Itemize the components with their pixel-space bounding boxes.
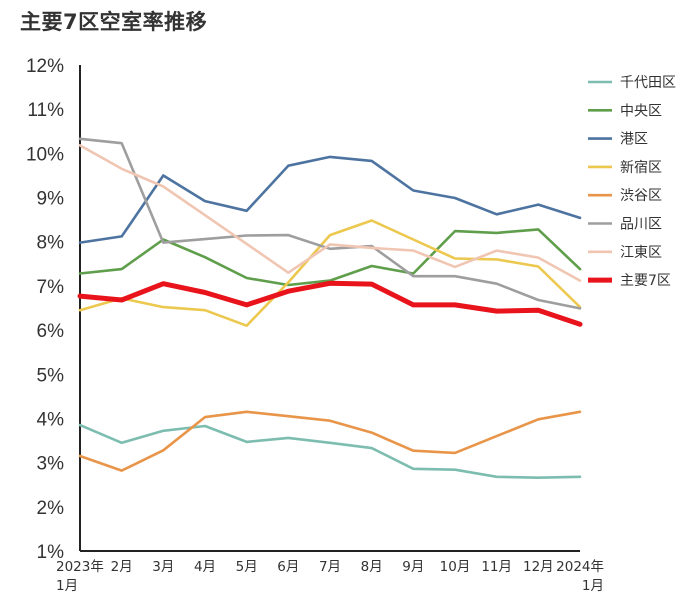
y-tick-label: 10%	[26, 144, 64, 165]
series-line-7	[78, 144, 582, 282]
x-tick-label: 5月	[236, 559, 258, 575]
y-axis-ticks: 1% 2% 3% 4% 5% 6% 7% 8% 9% 10% 11% 12%	[26, 56, 64, 563]
y-tick-label: 1%	[37, 542, 65, 563]
legend-label: 品川区	[620, 217, 662, 233]
x-tick-label: 2024年	[556, 559, 604, 575]
x-tick-label: 1月	[582, 578, 604, 594]
y-tick-label: 5%	[37, 365, 65, 386]
x-tick-label: 1月	[56, 578, 78, 594]
x-tick-label: 8月	[361, 559, 383, 575]
x-tick-label: 7月	[319, 559, 341, 575]
legend-label: 渋谷区	[620, 188, 662, 204]
x-tick-label: 4月	[194, 559, 216, 575]
x-tick-label: 12月	[523, 559, 554, 575]
x-tick-label: 2023年	[56, 559, 104, 575]
y-tick-label: 12%	[26, 56, 64, 77]
series-line-5	[78, 410, 582, 472]
x-tick-label: 6月	[277, 559, 299, 575]
y-tick-label: 11%	[27, 100, 64, 121]
y-tick-label: 6%	[37, 321, 65, 342]
y-tick-label: 3%	[37, 454, 65, 475]
y-tick-label: 2%	[37, 498, 65, 519]
legend-label: 江東区	[620, 245, 662, 261]
legend-label: 千代田区	[620, 75, 676, 91]
series-line-4	[78, 219, 582, 328]
x-tick-label: 2月	[111, 559, 133, 575]
legend-label: 港区	[620, 132, 648, 148]
y-tick-label: 9%	[37, 189, 65, 210]
series-line-8	[77, 280, 583, 327]
y-tick-label: 8%	[37, 233, 65, 254]
legend-label: 新宿区	[620, 159, 662, 176]
x-tick-label: 9月	[402, 559, 424, 575]
series-line-1	[78, 423, 582, 480]
x-tick-label: 3月	[152, 559, 174, 575]
x-axis-ticks: 2023年 1月 2月 3月 4月 5月 6月 7月 8月 9月 10月 11月 12月 2024年 1月	[56, 559, 604, 594]
y-tick-label: 4%	[37, 409, 65, 430]
legend-label: 中央区	[620, 103, 662, 119]
x-tick-label: 10月	[440, 559, 471, 575]
y-tick-label: 7%	[37, 277, 65, 298]
series-line-3	[78, 155, 582, 244]
chart-title: 主要7区空室率推移	[20, 10, 208, 34]
legend-label: 主要7区	[620, 273, 671, 289]
series-line-2	[78, 228, 582, 287]
series-line-6	[78, 137, 582, 310]
series-lines	[77, 137, 583, 480]
x-tick-label: 11月	[481, 559, 512, 575]
